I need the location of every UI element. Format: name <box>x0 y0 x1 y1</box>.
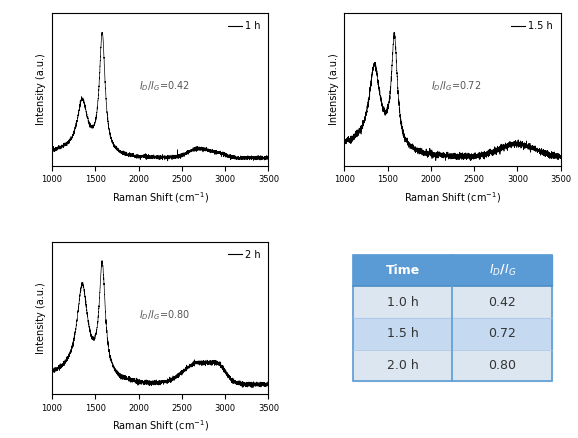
Y-axis label: Intensity (a.u.): Intensity (a.u.) <box>329 53 339 125</box>
Text: 1.0 h: 1.0 h <box>387 296 418 309</box>
Text: 0.42: 0.42 <box>488 296 516 309</box>
X-axis label: Raman Shift (cm$^{-1}$): Raman Shift (cm$^{-1}$) <box>112 190 209 205</box>
Text: $I_D$/$I_G$=0.80: $I_D$/$I_G$=0.80 <box>139 308 190 322</box>
Text: $I_D$/$I_G$: $I_D$/$I_G$ <box>488 263 516 278</box>
Text: $I_D$/$I_G$=0.72: $I_D$/$I_G$=0.72 <box>431 79 481 93</box>
Text: Time: Time <box>386 264 420 277</box>
Text: 0.80: 0.80 <box>488 359 516 372</box>
X-axis label: Raman Shift (cm$^{-1}$): Raman Shift (cm$^{-1}$) <box>404 190 501 205</box>
Legend: 1 h: 1 h <box>225 18 264 34</box>
Y-axis label: Intensity (a.u.): Intensity (a.u.) <box>36 53 46 125</box>
Text: 0.72: 0.72 <box>488 327 516 340</box>
Text: 1.5 h: 1.5 h <box>387 327 418 340</box>
Legend: 2 h: 2 h <box>225 247 264 262</box>
Legend: 1.5 h: 1.5 h <box>507 18 556 34</box>
Y-axis label: Intensity (a.u.): Intensity (a.u.) <box>36 282 46 354</box>
X-axis label: Raman Shift (cm$^{-1}$): Raman Shift (cm$^{-1}$) <box>112 418 209 433</box>
Text: 2.0 h: 2.0 h <box>387 359 418 372</box>
Text: $I_D$/$I_G$=0.42: $I_D$/$I_G$=0.42 <box>139 79 190 93</box>
